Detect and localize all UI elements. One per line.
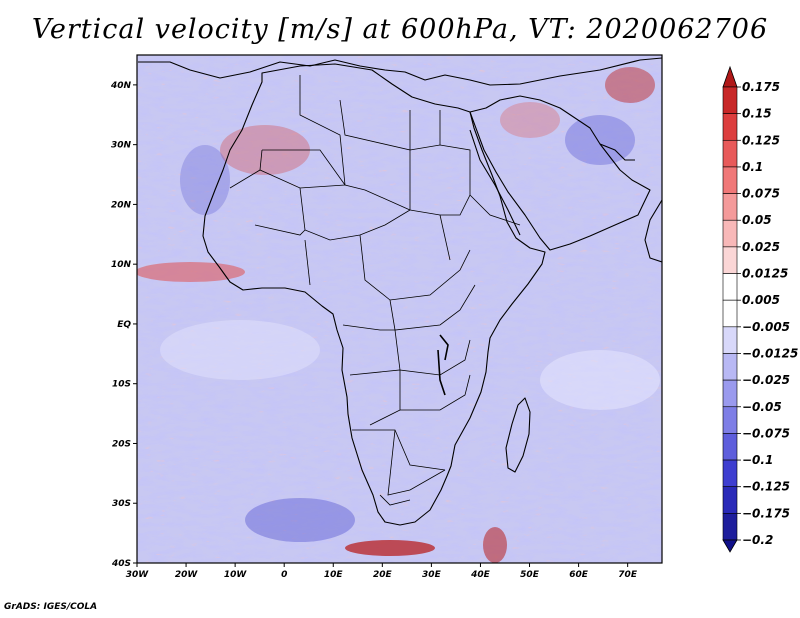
lat-tick-label: 40S <box>111 559 131 569</box>
colorbar-label: 0.05 <box>742 213 772 227</box>
map-plot-area <box>137 55 662 563</box>
colorbar-swatch <box>722 193 738 221</box>
red-sea-coastline <box>469 129 521 236</box>
lon-tick-label: 60E <box>569 570 589 580</box>
colorbar-swatch <box>722 513 738 541</box>
grads-credit: GrADS: IGES/COLA <box>4 602 98 612</box>
colorbar-label: 0.175 <box>742 80 780 94</box>
lon-tick-label: 0 <box>281 570 287 580</box>
field-red-texture <box>137 55 662 563</box>
colorbar-swatch <box>722 459 738 488</box>
colorbar-label: −0.2 <box>742 533 773 547</box>
longitude-axis: 30W 20W 10W 0 10E 20E 30E 40E 50E 60E 70E <box>126 563 638 580</box>
lat-tick-label: 30N <box>111 141 132 151</box>
lat-tick-label: 40N <box>110 81 132 91</box>
colorbar-label: 0.075 <box>742 187 780 201</box>
lat-tick-label: 20S <box>112 439 131 449</box>
lon-tick-label: 40E <box>470 570 491 580</box>
colorbar-swatch <box>722 406 738 434</box>
colorbar-swatch <box>722 273 738 301</box>
colorbar-label: −0.0125 <box>742 346 798 360</box>
colorbar-swatch <box>722 246 738 274</box>
colorbar-swatch <box>722 353 738 381</box>
lat-tick-label: 10N <box>111 260 132 270</box>
lon-tick-label: 10W <box>224 570 248 580</box>
lon-tick-label: 10E <box>324 570 344 580</box>
colorbar-label: −0.125 <box>742 480 790 494</box>
lat-tick-label: 30S <box>112 499 131 509</box>
colorbar: 0.175 0.15 0.125 0.1 0.075 0.05 0.025 0.0125 0.0… <box>722 65 798 553</box>
colorbar-label: 0.1 <box>742 160 763 174</box>
colorbar-label: 0.0125 <box>742 267 788 281</box>
coastlines <box>138 57 662 526</box>
europe-coastline <box>138 57 662 86</box>
colorbar-swatch-bottom <box>722 539 738 553</box>
lon-tick-label: 50E <box>520 570 540 580</box>
colorbar-swatch <box>722 219 738 248</box>
colorbar-swatch <box>722 486 738 514</box>
lon-tick-label: 20W <box>175 570 199 580</box>
map-frame <box>136 54 663 564</box>
country-borders <box>229 75 521 506</box>
lon-tick-label: 30E <box>422 570 442 580</box>
africa-coastline <box>202 63 546 526</box>
colorbar-label: 0.125 <box>742 133 780 147</box>
colorbar-label: 0.005 <box>742 293 780 307</box>
persian-gulf-coastline <box>599 143 635 161</box>
colorbar-label: −0.025 <box>742 373 790 387</box>
colorbar-swatch <box>722 113 738 141</box>
colorbar-swatch <box>722 379 738 408</box>
colorbar-swatch <box>722 166 738 194</box>
colorbar-label: 0.15 <box>742 107 772 121</box>
lat-tick-label: 10S <box>112 380 131 390</box>
colorbar-label: 0.025 <box>742 240 780 254</box>
colorbar-swatch <box>722 299 738 328</box>
colorbar-swatch <box>722 326 738 354</box>
lon-tick-label: 30W <box>126 570 150 580</box>
lon-tick-label: 20E <box>373 570 393 580</box>
lon-tick-label: 70E <box>618 570 638 580</box>
colorbar-swatch <box>722 86 738 114</box>
arabia-coastline <box>469 95 651 251</box>
lat-tick-label: 20N <box>111 200 132 210</box>
lat-tick-label: EQ <box>117 320 131 330</box>
colorbar-label: −0.1 <box>742 453 773 467</box>
colorbar-swatch <box>722 139 738 168</box>
colorbar-label: −0.175 <box>742 506 790 520</box>
india-coastline <box>644 199 662 263</box>
colorbar-label: −0.075 <box>742 426 790 440</box>
colorbar-swatch <box>722 433 738 461</box>
madagascar-coastline <box>505 397 531 473</box>
colorbar-label: −0.005 <box>742 320 790 334</box>
latitude-axis: 40N 30N 20N 10N EQ 10S 20S 30S 40S <box>110 81 137 569</box>
map-title: Vertical velocity [m/s] at 600hPa, VT: 2… <box>31 14 769 45</box>
colorbar-swatch-top <box>722 65 738 88</box>
colorbar-label: −0.05 <box>742 400 782 414</box>
